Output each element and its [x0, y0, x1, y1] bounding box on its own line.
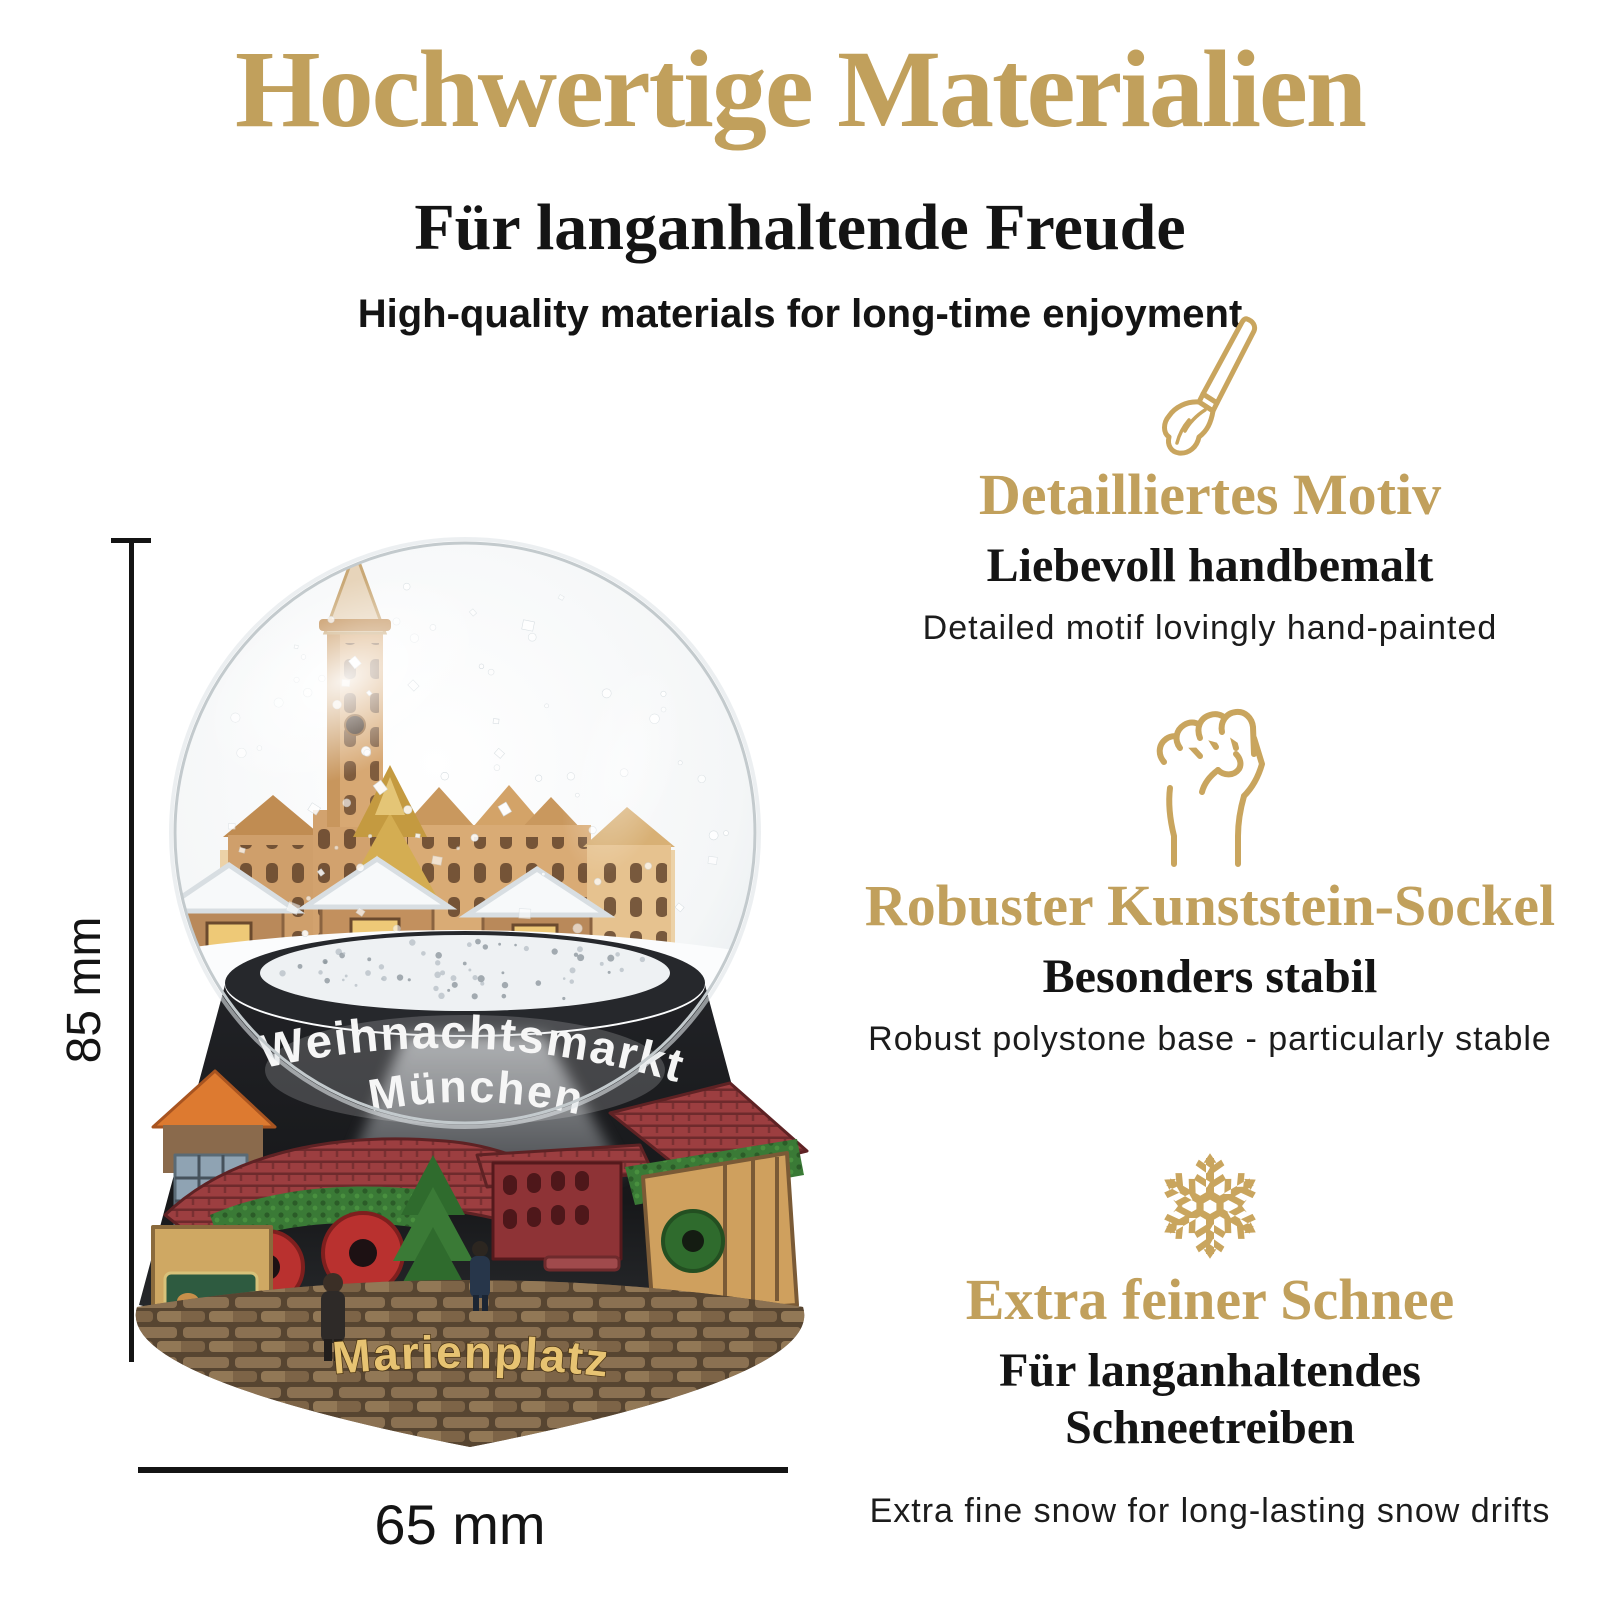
globe-base-label: Marienplatz: [330, 1326, 613, 1387]
width-dimension-line: [138, 1467, 788, 1473]
feature-subheading: Besonders stabil: [1042, 949, 1378, 1003]
feature-description: Detailed motif lovingly hand-painted: [922, 608, 1498, 647]
height-dimension-line: [129, 540, 134, 1362]
feature-description: Extra fine snow for long-lasting snow dr…: [869, 1492, 1551, 1531]
market-figures: [321, 1241, 490, 1361]
page-title: Hochwertige Materialien: [235, 28, 1367, 150]
rim-snow-speckles: [279, 938, 646, 1001]
rim-snow: [260, 935, 670, 1011]
cobblestone-pattern: [135, 1280, 805, 1447]
feature-description: Robust polystone base - particularly sta…: [868, 1019, 1552, 1058]
feature-heading: Detailliertes Motiv: [978, 462, 1442, 527]
glass-highlights: [169, 537, 761, 1129]
page-subtitle: Für langanhaltende Freude: [414, 191, 1186, 264]
page-tagline: High-quality materials for long-time enj…: [357, 292, 1243, 336]
width-label: 65 mm: [374, 1493, 546, 1556]
feature-subheading: Für langanhaltendes Schneetreiben: [999, 1343, 1421, 1454]
feature-heading: Robuster Kunststein-Sockel: [864, 873, 1556, 938]
feature-detailed-motif: Detailliertes Motiv Liebevoll handbemalt…: [820, 315, 1600, 649]
paintbrush-icon: [820, 315, 1600, 457]
snowflake-icon: [820, 1150, 1600, 1262]
feature-subheading: Liebevoll handbemalt: [986, 538, 1434, 592]
feature-robust-base: Robuster Kunststein-Sockel Besonders sta…: [820, 692, 1600, 1060]
feature-heading: Extra feiner Schnee: [965, 1267, 1455, 1332]
feature-fine-snow: Extra feiner Schnee Für langanhaltendes …: [820, 1150, 1600, 1533]
product-image-snow-globe: Weihnachtsmarkt München: [135, 537, 809, 1447]
fist-icon: [820, 692, 1600, 868]
